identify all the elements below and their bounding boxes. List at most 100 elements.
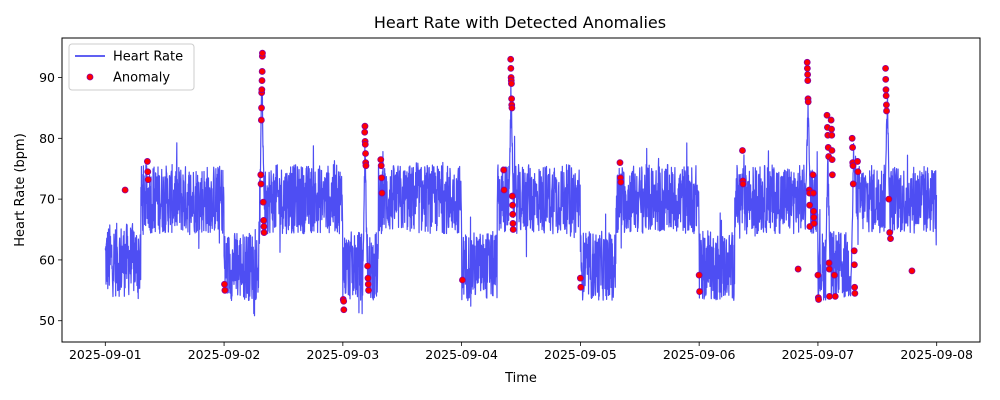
anomaly-point — [695, 271, 703, 279]
anomaly-point — [883, 107, 890, 115]
anomaly-point — [260, 229, 268, 236]
anomaly-point — [827, 116, 835, 124]
anomaly-point — [257, 180, 265, 188]
x-tick-label: 2025-09-05 — [544, 347, 617, 362]
x-axis: 2025-09-01 2025-09-02 2025-09-03 2025-09-04… — [69, 342, 973, 362]
anomaly-point — [258, 104, 265, 112]
anomaly-point — [378, 174, 386, 182]
anomaly-point — [365, 286, 372, 294]
plot-area — [61, 37, 981, 343]
heart-rate-series — [104, 78, 938, 317]
anomaly-point — [831, 292, 839, 300]
anomaly-point — [849, 162, 857, 170]
anomaly-point — [825, 265, 833, 273]
anomaly-point — [828, 171, 836, 179]
y-tick-label: 60 — [39, 252, 55, 267]
anomaly-point — [257, 171, 265, 179]
anomaly-point — [850, 247, 858, 255]
anomaly-point — [908, 267, 916, 275]
anomaly-point — [361, 128, 369, 136]
x-axis-label: Time — [504, 371, 537, 386]
anomaly-point — [825, 259, 833, 267]
anomaly-point — [340, 306, 348, 314]
anomaly-point — [810, 207, 818, 215]
anomaly-point — [144, 176, 152, 184]
anomaly-point — [221, 286, 229, 294]
anomaly-point — [882, 101, 890, 109]
x-tick-label: 2025-09-08 — [900, 347, 973, 362]
anomaly-point — [258, 68, 266, 75]
anomaly-point — [577, 283, 585, 291]
anomaly-point — [809, 189, 817, 197]
anomaly-point — [854, 168, 862, 176]
anomaly-point — [885, 195, 893, 203]
anomaly-point — [364, 280, 372, 288]
anomaly-point — [362, 162, 370, 170]
anomaly-point — [828, 131, 836, 139]
anomaly-point — [340, 297, 348, 305]
anomaly-point — [804, 71, 812, 78]
x-tick-label: 2025-09-04 — [425, 347, 498, 362]
anomaly-point — [508, 95, 516, 103]
x-tick-label: 2025-09-02 — [188, 347, 261, 362]
anomaly-point — [848, 134, 856, 142]
anomaly-point — [508, 104, 516, 112]
anomaly-point — [739, 180, 747, 188]
anomaly-point — [509, 220, 517, 227]
y-axis-label: Heart Rate (bpm) — [13, 133, 28, 247]
anomaly-point — [259, 49, 266, 57]
anomaly-point — [507, 55, 515, 63]
anomaly-point — [617, 178, 625, 186]
anomaly-point — [806, 201, 814, 209]
anomaly-point — [616, 159, 624, 167]
anomaly-point — [258, 86, 266, 94]
y-axis: 50 60 70 80 90 — [39, 70, 62, 328]
anomaly-point — [121, 186, 129, 194]
anomaly-point — [804, 77, 812, 84]
anomaly-point — [378, 189, 386, 197]
anomaly-point — [828, 147, 836, 154]
anomaly-point — [828, 125, 835, 133]
anomaly-point — [508, 192, 516, 200]
y-tick-label: 80 — [39, 131, 55, 146]
anomaly-point — [882, 75, 890, 83]
anomaly-point — [364, 274, 372, 282]
anomaly-point — [260, 223, 268, 230]
x-tick-label: 2025-09-01 — [69, 347, 142, 362]
x-tick-label: 2025-09-07 — [782, 347, 855, 362]
anomaly-point — [144, 168, 152, 176]
anomaly-point — [221, 280, 228, 288]
anomaly-point — [258, 77, 266, 84]
anomaly-point — [509, 201, 516, 209]
anomaly-point — [809, 171, 817, 179]
anomaly-point — [850, 261, 858, 269]
chart-title: Heart Rate with Detected Anomalies — [374, 13, 666, 32]
anomaly-point — [828, 156, 836, 164]
anomaly-point — [823, 111, 831, 119]
y-tick-label: 50 — [39, 313, 55, 328]
anomaly-point — [810, 213, 818, 221]
x-tick-label: 2025-09-03 — [307, 347, 380, 362]
anomaly-point — [364, 262, 371, 270]
anomaly-point — [886, 229, 894, 236]
anomaly-point — [500, 186, 508, 194]
anomaly-point — [361, 140, 369, 148]
chart-legend: Heart Rate Anomaly — [68, 43, 195, 91]
anomaly-point — [377, 162, 385, 170]
anomaly-point — [803, 65, 811, 72]
anomaly-point — [849, 144, 856, 151]
anomaly-point — [696, 288, 703, 295]
anomaly-point — [815, 296, 822, 303]
anomaly-series — [121, 49, 916, 314]
anomaly-point — [882, 92, 890, 100]
anomaly-point — [882, 86, 890, 94]
anomaly-point — [143, 158, 151, 165]
anomaly-point — [260, 216, 268, 224]
anomaly-point — [851, 289, 859, 297]
y-tick-label: 70 — [39, 192, 55, 207]
y-tick-label: 90 — [39, 70, 55, 85]
anomaly-point — [810, 220, 818, 227]
anomaly-point — [882, 65, 889, 72]
legend-anomaly-swatch — [86, 73, 94, 81]
